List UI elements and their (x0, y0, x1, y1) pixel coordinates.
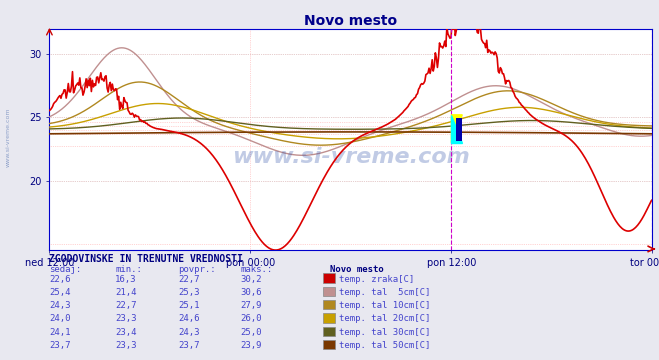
Text: 22,6: 22,6 (49, 275, 71, 284)
Text: www.si-vreme.com: www.si-vreme.com (5, 107, 11, 167)
Text: sedaj:: sedaj: (49, 265, 82, 274)
Text: temp. tal  5cm[C]: temp. tal 5cm[C] (339, 288, 431, 297)
Text: 23,7: 23,7 (178, 341, 200, 350)
Text: 25,1: 25,1 (178, 301, 200, 310)
Text: 24,6: 24,6 (178, 315, 200, 324)
Text: Novo mesto: Novo mesto (330, 265, 384, 274)
Text: 27,9: 27,9 (241, 301, 262, 310)
Text: 26,0: 26,0 (241, 315, 262, 324)
Title: Novo mesto: Novo mesto (304, 14, 397, 28)
Text: 30,6: 30,6 (241, 288, 262, 297)
Text: temp. tal 20cm[C]: temp. tal 20cm[C] (339, 315, 431, 324)
Text: 24,1: 24,1 (49, 328, 71, 337)
Text: 23,3: 23,3 (115, 341, 137, 350)
Text: 21,4: 21,4 (115, 288, 137, 297)
Text: 23,9: 23,9 (241, 341, 262, 350)
Text: temp. tal 10cm[C]: temp. tal 10cm[C] (339, 301, 431, 310)
Text: 16,3: 16,3 (115, 275, 137, 284)
Text: 22,7: 22,7 (115, 301, 137, 310)
Text: temp. tal 50cm[C]: temp. tal 50cm[C] (339, 341, 431, 350)
Text: 25,3: 25,3 (178, 288, 200, 297)
Text: ZGODOVINSKE IN TRENUTNE VREDNOSTI: ZGODOVINSKE IN TRENUTNE VREDNOSTI (49, 254, 243, 264)
Text: 24,0: 24,0 (49, 315, 71, 324)
Text: maks.:: maks.: (241, 265, 273, 274)
Text: 23,7: 23,7 (49, 341, 71, 350)
Polygon shape (451, 115, 462, 143)
Text: 24,3: 24,3 (178, 328, 200, 337)
Text: 22,7: 22,7 (178, 275, 200, 284)
Polygon shape (451, 115, 462, 143)
Text: temp. zraka[C]: temp. zraka[C] (339, 275, 415, 284)
Text: 30,2: 30,2 (241, 275, 262, 284)
Text: 25,4: 25,4 (49, 288, 71, 297)
Bar (456, 118, 462, 141)
Text: povpr.:: povpr.: (178, 265, 215, 274)
Text: 23,3: 23,3 (115, 315, 137, 324)
Text: min.:: min.: (115, 265, 142, 274)
Text: www.si-vreme.com: www.si-vreme.com (232, 147, 470, 167)
Text: temp. tal 30cm[C]: temp. tal 30cm[C] (339, 328, 431, 337)
Text: 24,3: 24,3 (49, 301, 71, 310)
Text: 25,0: 25,0 (241, 328, 262, 337)
Text: 23,4: 23,4 (115, 328, 137, 337)
